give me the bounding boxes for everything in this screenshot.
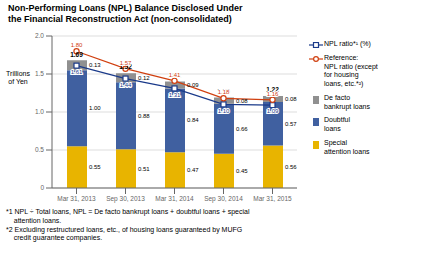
svg-text:1.22: 1.22 — [266, 86, 279, 94]
svg-text:0: 0 — [40, 184, 44, 191]
svg-text:1.5: 1.5 — [35, 70, 44, 77]
html-text:Non-Performing Loans (NPL) Bal: Non-Performing Loans (NPL) Balance Discl… — [8, 3, 243, 24]
svg-text:1.00: 1.00 — [89, 105, 101, 111]
svg-text:0.13: 0.13 — [89, 62, 101, 68]
svg-text:2.0: 2.0 — [35, 32, 44, 39]
svg-text:0.56: 0.56 — [285, 164, 297, 170]
svg-text:0.45: 0.45 — [236, 168, 248, 174]
svg-text:1.80: 1.80 — [71, 42, 83, 48]
svg-text:0.12: 0.12 — [138, 75, 150, 81]
svg-text:0.47: 0.47 — [187, 167, 199, 173]
svg-text:0.08: 0.08 — [236, 98, 248, 104]
html-text:*1 NPL ÷ Total loans, NPL = De: *1 NPL ÷ Total loans, NPL = De facto ban… — [6, 208, 250, 215]
html-text:*2 Excluding restructured loan: *2 Excluding restructured loans, etc., o… — [6, 225, 243, 233]
svg-text:0.57: 0.57 — [285, 121, 297, 127]
html-text:NPL ratio*¹ (%): NPL ratio*¹ (%) — [324, 40, 371, 47]
svg-text:1.31: 1.31 — [169, 92, 181, 98]
html-text:Trillions of Yen: Trillions of Yen — [6, 70, 30, 86]
svg-text:1.41: 1.41 — [168, 72, 181, 79]
html-text:De facto bankrupt loans: De facto bankrupt loans — [324, 93, 370, 110]
svg-text:0.09: 0.09 — [187, 82, 199, 88]
svg-text:0.66: 0.66 — [236, 126, 248, 132]
svg-text:1.57: 1.57 — [120, 60, 132, 66]
svg-text:1.0: 1.0 — [35, 108, 44, 115]
svg-text:1.61: 1.61 — [71, 69, 83, 75]
svg-text:Mar 31, 2013: Mar 31, 2013 — [57, 195, 96, 202]
html-text:Doubtful loans: Doubtful loans — [324, 116, 351, 132]
html-text:Reference: NPL ratio (except f: Reference: NPL ratio (except for housing… — [324, 53, 378, 87]
html-text:Special attention loans: Special attention loans — [324, 138, 370, 155]
html-text:credit guarantee companies.: credit guarantee companies. — [6, 234, 103, 242]
svg-text:1.18: 1.18 — [218, 89, 230, 95]
svg-text:1.41: 1.41 — [169, 72, 181, 78]
svg-text:0.55: 0.55 — [89, 164, 101, 170]
svg-text:1.16: 1.16 — [267, 91, 279, 97]
svg-text:1.09: 1.09 — [267, 108, 279, 114]
html-text:attention loans.: attention loans. — [6, 216, 62, 224]
svg-text:1.52: 1.52 — [119, 63, 132, 71]
svg-text:1.20: 1.20 — [217, 88, 230, 95]
svg-text:Mar 31, 2014: Mar 31, 2014 — [155, 195, 194, 202]
svg-text:0.08: 0.08 — [285, 96, 297, 102]
svg-text:1.44: 1.44 — [120, 82, 132, 88]
svg-text:0.5: 0.5 — [35, 146, 44, 153]
svg-text:Mar 31, 2015: Mar 31, 2015 — [253, 195, 292, 202]
svg-text:1.10: 1.10 — [218, 108, 230, 114]
svg-text:0.84: 0.84 — [187, 117, 199, 123]
svg-text:Sep 30, 2014: Sep 30, 2014 — [204, 195, 243, 203]
svg-text:Sep 30, 2013: Sep 30, 2013 — [106, 195, 145, 203]
svg-text:1.69: 1.69 — [70, 51, 83, 58]
svg-text:0.88: 0.88 — [138, 113, 150, 119]
svg-text:0.51: 0.51 — [138, 166, 150, 172]
